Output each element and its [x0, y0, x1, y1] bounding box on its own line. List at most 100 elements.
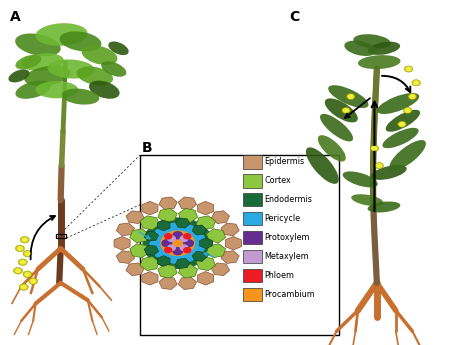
Polygon shape [200, 238, 212, 249]
Text: Metaxylem: Metaxylem [264, 252, 310, 261]
Ellipse shape [101, 61, 127, 77]
Circle shape [403, 107, 412, 114]
Polygon shape [157, 220, 170, 231]
Circle shape [19, 284, 28, 290]
Polygon shape [225, 236, 241, 250]
Ellipse shape [351, 194, 383, 206]
Polygon shape [196, 216, 215, 230]
Ellipse shape [344, 41, 376, 56]
Polygon shape [116, 251, 135, 264]
Ellipse shape [371, 165, 407, 180]
Ellipse shape [320, 114, 353, 141]
Polygon shape [178, 264, 198, 278]
Circle shape [412, 80, 420, 86]
Circle shape [404, 66, 413, 72]
Circle shape [31, 279, 36, 283]
Polygon shape [178, 208, 198, 222]
Circle shape [25, 252, 30, 255]
Bar [243, 288, 262, 301]
Circle shape [344, 109, 348, 112]
Circle shape [405, 109, 410, 112]
Polygon shape [221, 223, 239, 236]
Text: B: B [142, 141, 153, 156]
Polygon shape [116, 223, 135, 236]
Ellipse shape [24, 66, 71, 86]
Polygon shape [140, 216, 159, 230]
Polygon shape [175, 258, 190, 268]
Polygon shape [192, 225, 207, 235]
Ellipse shape [60, 31, 101, 51]
Circle shape [372, 147, 377, 150]
Polygon shape [130, 244, 149, 258]
Polygon shape [114, 236, 130, 250]
Text: Epidermis: Epidermis [264, 157, 305, 166]
Polygon shape [130, 229, 149, 243]
Circle shape [165, 234, 172, 239]
Text: Pericycle: Pericycle [264, 214, 301, 223]
Circle shape [168, 236, 175, 241]
Polygon shape [192, 252, 207, 262]
Polygon shape [196, 257, 215, 270]
Circle shape [25, 273, 30, 276]
Circle shape [168, 245, 175, 250]
Bar [243, 174, 262, 188]
Ellipse shape [383, 128, 419, 148]
Text: A: A [9, 10, 20, 24]
Polygon shape [198, 201, 214, 215]
Ellipse shape [377, 93, 419, 114]
Circle shape [184, 248, 191, 253]
Ellipse shape [328, 85, 369, 108]
Ellipse shape [21, 53, 64, 71]
Ellipse shape [89, 81, 119, 99]
Ellipse shape [47, 59, 95, 79]
Circle shape [377, 164, 382, 167]
Circle shape [21, 285, 26, 289]
Circle shape [406, 67, 411, 71]
Bar [140, 155, 339, 335]
Ellipse shape [353, 34, 391, 49]
Ellipse shape [318, 135, 346, 161]
Ellipse shape [306, 147, 339, 184]
Polygon shape [126, 211, 144, 224]
Text: Phloem: Phloem [264, 270, 295, 280]
Ellipse shape [109, 41, 128, 55]
Text: Procambium: Procambium [264, 289, 315, 298]
Ellipse shape [386, 110, 420, 132]
Ellipse shape [76, 67, 113, 85]
Circle shape [370, 145, 379, 151]
Circle shape [162, 240, 172, 247]
Circle shape [375, 162, 383, 169]
Circle shape [143, 218, 212, 268]
Polygon shape [144, 245, 158, 255]
Circle shape [20, 237, 29, 243]
Circle shape [348, 95, 353, 98]
Polygon shape [221, 251, 239, 264]
Circle shape [23, 250, 32, 257]
Bar [243, 250, 262, 263]
Circle shape [150, 223, 205, 263]
Ellipse shape [16, 81, 51, 99]
Circle shape [20, 260, 25, 264]
Polygon shape [207, 244, 226, 258]
Ellipse shape [82, 46, 118, 65]
Polygon shape [198, 272, 214, 285]
Polygon shape [211, 211, 229, 224]
Ellipse shape [325, 98, 358, 122]
Polygon shape [175, 218, 190, 228]
Circle shape [173, 248, 182, 255]
Circle shape [13, 268, 23, 274]
Circle shape [22, 238, 27, 242]
Text: Protoxylem: Protoxylem [264, 233, 310, 242]
Ellipse shape [343, 171, 378, 187]
Polygon shape [142, 272, 158, 285]
Polygon shape [144, 231, 158, 241]
Polygon shape [158, 208, 177, 222]
Polygon shape [211, 263, 229, 276]
Circle shape [18, 259, 27, 266]
Ellipse shape [16, 55, 41, 69]
Circle shape [184, 240, 193, 247]
Polygon shape [157, 256, 170, 266]
Polygon shape [178, 277, 197, 289]
Bar [243, 231, 262, 244]
Ellipse shape [36, 81, 78, 98]
